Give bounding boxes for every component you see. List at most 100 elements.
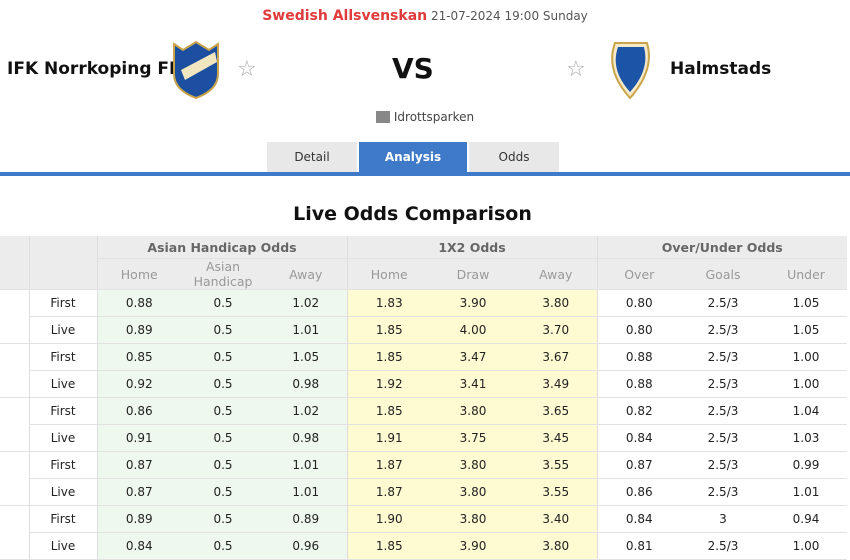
odds-type: First [28,451,97,479]
odds-value: 3.80 [431,478,515,506]
odds-value: 1.03 [765,424,847,452]
odds-value: 1.01 [265,316,347,344]
odds-value: 0.86 [96,397,181,425]
odds-value: 0.84 [96,532,181,560]
odds-value: 0.84 [596,424,681,452]
odds-value: 0.96 [265,532,347,560]
column-header: Under [765,258,847,290]
company-header [0,236,29,290]
odds-value: 0.89 [96,505,181,533]
column-header: Away [265,258,347,290]
venue-name: Idrottsparken [393,110,475,124]
odds-value: 0.86 [596,478,681,506]
odds-value: 1.02 [265,289,347,317]
odds-value: 3.45 [515,424,597,452]
column-header: Home [96,258,181,290]
odds-value: 1.02 [265,397,347,425]
favorite-home-star-icon[interactable]: ☆ [237,57,257,82]
odds-value: 3.80 [431,397,515,425]
column-header: Draw [431,258,515,290]
table-row: First 0.87 0.5 1.01 1.87 3.80 3.55 0.87 2.5/3 0.9… [0,451,847,506]
odds-value: 0.87 [596,451,681,479]
odds-value: 0.5 [181,397,265,425]
odds-value: 1.05 [765,316,847,344]
odds-value: 2.5/3 [681,478,765,506]
odds-value: 0.88 [596,343,681,371]
odds-type: Live [28,316,97,344]
odds-value: 3.70 [515,316,597,344]
odds-value: 2.5/3 [681,289,765,317]
table-row: First 0.86 0.5 1.02 1.85 3.80 3.65 0.82 2.5/3 1.0… [0,397,847,452]
home-team-name[interactable]: IFK Norrkoping FK [7,59,183,79]
odds-value: 0.5 [181,316,265,344]
match-info: Swedish Allsvenskan 21-07-2024 19:00 Sun… [0,8,850,24]
type-header [28,236,97,290]
odds-value: 3.75 [431,424,515,452]
odds-value: 3.80 [431,451,515,479]
odds-value: 0.88 [96,289,181,317]
odds-value: 2.5/3 [681,316,765,344]
table-row: First 0.88 0.5 1.02 1.83 3.90 3.80 0.80 2.5/3 1.0… [0,289,847,344]
odds-value: 3 [681,505,765,533]
odds-value: 0.80 [596,289,681,317]
odds-type: First [28,397,97,425]
odds-value: 0.99 [765,451,847,479]
odds-value: 0.98 [265,370,347,398]
odds-value: 1.85 [346,343,431,371]
odds-value: 3.47 [431,343,515,371]
odds-value: 3.80 [515,289,597,317]
favorite-away-star-icon[interactable]: ☆ [566,57,586,82]
odds-value: 1.91 [346,424,431,452]
section-title: Live Odds Comparison [293,203,532,225]
odds-type: Live [28,478,97,506]
vs-label: VS [392,52,434,85]
odds-value: 1.90 [346,505,431,533]
table-row: Live 0.91 0.5 0.98 1.91 3.75 3.45 0.84 2.5/3 1.03 [0,424,847,452]
column-header: Asian Handicap [181,258,265,290]
odds-value: 3.80 [515,532,597,560]
odds-value: 3.90 [431,532,515,560]
odds-value: 0.89 [96,316,181,344]
odds-value: 1.85 [346,397,431,425]
odds-value: 1.05 [265,343,347,371]
away-team-logo [611,42,650,100]
odds-value: 1.83 [346,289,431,317]
table-row: Live 0.89 0.5 1.01 1.85 4.00 3.70 0.80 2.5/3 1.05 [0,316,847,344]
home-team-logo [173,40,219,100]
odds-value: 0.5 [181,532,265,560]
odds-value: 1.05 [765,289,847,317]
odds-value: 1.01 [265,478,347,506]
odds-value: 0.80 [596,316,681,344]
bookmaker-cell [0,451,29,506]
table-row: Live 0.84 0.5 0.96 1.85 3.90 3.80 0.81 2.5/3 1.00 [0,532,847,560]
odds-value: 1.01 [765,478,847,506]
odds-value: 0.5 [181,451,265,479]
odds-value: 0.84 [596,505,681,533]
odds-value: 3.55 [515,478,597,506]
odds-value: 1.04 [765,397,847,425]
odds-value: 0.82 [596,397,681,425]
tab-analysis[interactable]: Analysis [359,142,467,172]
odds-value: 1.00 [765,343,847,371]
odds-value: 0.5 [181,289,265,317]
column-header: Goals [681,258,765,290]
league-link[interactable]: Swedish Allsvenskan [262,8,428,24]
odds-value: 1.87 [346,478,431,506]
odds-value: 0.89 [265,505,347,533]
odds-value: 3.65 [515,397,597,425]
odds-value: 3.80 [431,505,515,533]
odds-value: 0.94 [765,505,847,533]
tab-detail[interactable]: Detail [267,142,357,172]
tab-odds[interactable]: Odds [469,142,559,172]
odds-value: 0.81 [596,532,681,560]
away-team-name[interactable]: Halmstads [670,59,772,79]
bookmaker-cell [0,397,29,452]
table-row: Live 0.87 0.5 1.01 1.87 3.80 3.55 0.86 2.5/3 1.01 [0,478,847,506]
group-header: Over/Under Odds [596,236,847,259]
odds-value: 0.87 [96,451,181,479]
odds-value: 1.87 [346,451,431,479]
odds-value: 0.5 [181,370,265,398]
odds-type: First [28,289,97,317]
odds-value: 1.85 [346,316,431,344]
table-row: First 0.89 0.5 0.89 1.90 3.80 3.40 0.84 3 0.94 [0,505,847,560]
